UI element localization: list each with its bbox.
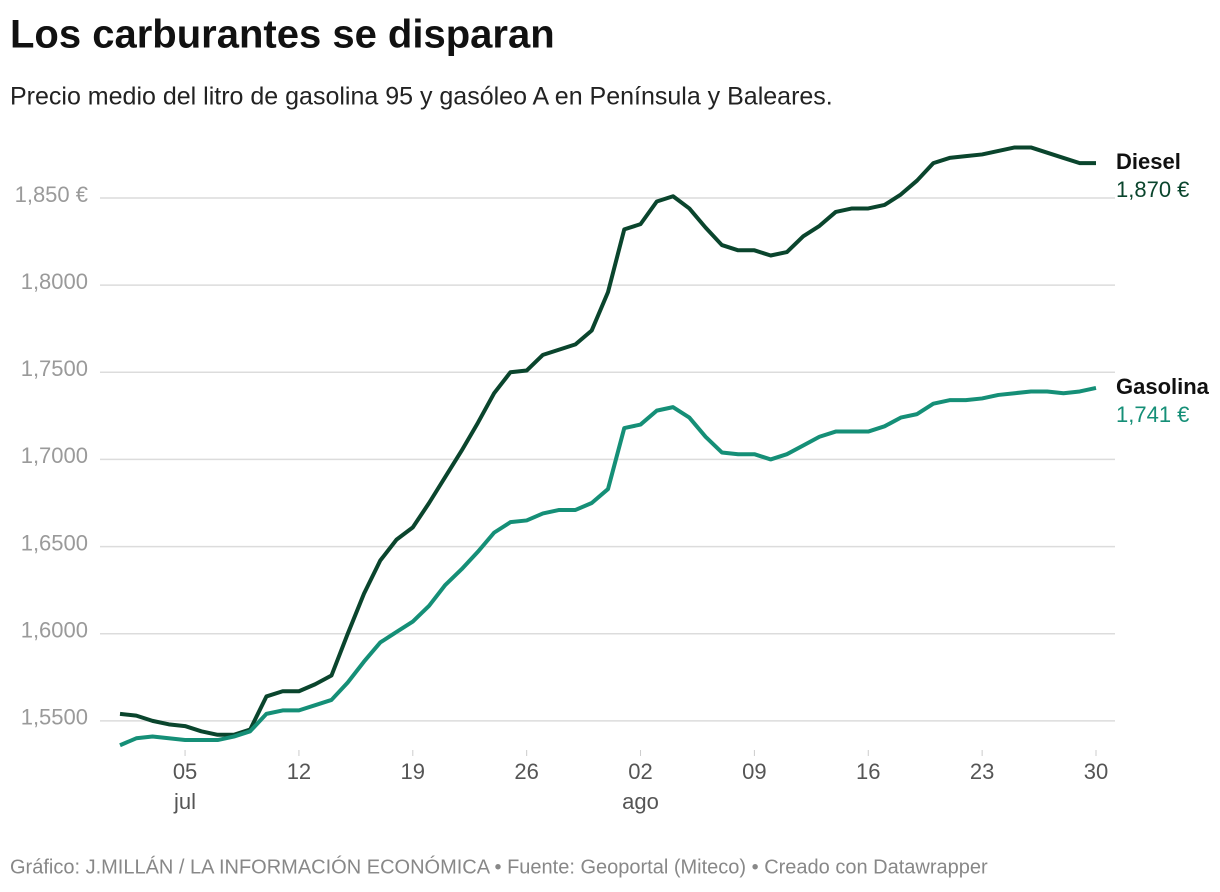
x-tick-label: 19 (401, 759, 425, 784)
end-value-label: 1,870 € (1116, 177, 1189, 202)
series-line (119, 145, 1096, 737)
y-tick-label: 1,6000 (21, 618, 88, 643)
series-name: Gasolina (1116, 374, 1210, 399)
y-tick-label: 1,7000 (21, 443, 88, 468)
series-line (119, 386, 1097, 748)
x-tick-label: 16 (856, 759, 880, 784)
series-name: Diesel (1116, 149, 1181, 174)
y-tick-label: 1,850 € (15, 182, 88, 207)
month-label: jul (173, 789, 196, 814)
y-tick-label: 1,5500 (21, 705, 88, 730)
x-tick-label: 09 (742, 759, 766, 784)
footer: Gráfico: J.MILLÁN / LA INFORMACIÓN ECONÓ… (10, 855, 988, 878)
end-value-label: 1,741 € (1116, 402, 1189, 427)
chart-subtitle: Precio medio del litro de gasolina 95 y … (10, 83, 833, 111)
x-tick-label: 02 (628, 759, 652, 784)
chart-title: Los carburantes se disparan (10, 13, 555, 57)
x-tick-label: 23 (970, 759, 994, 784)
month-label: ago (622, 789, 659, 814)
x-tick-label: 26 (514, 759, 538, 784)
y-tick-label: 1,6500 (21, 530, 88, 555)
y-tick-label: 1,7500 (21, 356, 88, 381)
x-tick-label: 12 (287, 759, 311, 784)
y-tick-label: 1,8000 (21, 269, 88, 294)
x-tick-label: 05 (173, 759, 197, 784)
x-tick-label: 30 (1084, 759, 1108, 784)
